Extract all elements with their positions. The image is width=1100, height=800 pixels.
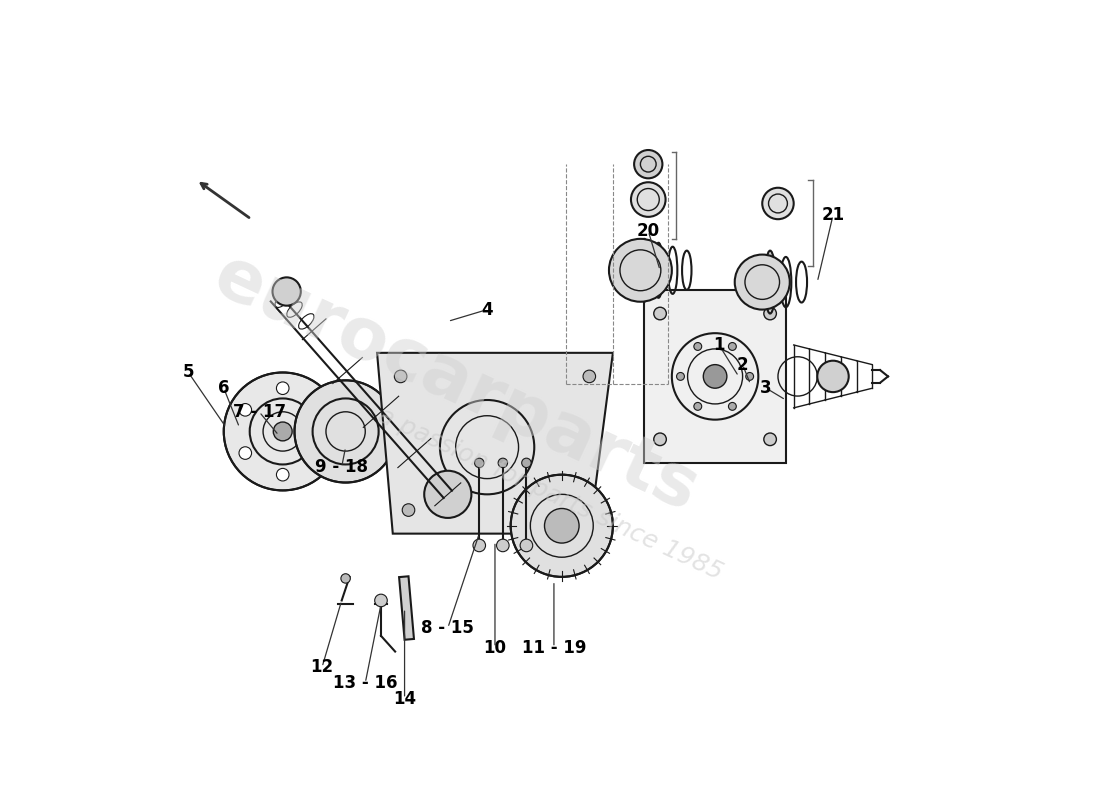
- Circle shape: [728, 342, 736, 350]
- Circle shape: [762, 188, 794, 219]
- Circle shape: [763, 433, 777, 446]
- FancyBboxPatch shape: [645, 290, 785, 463]
- Circle shape: [498, 458, 507, 468]
- Circle shape: [474, 458, 484, 468]
- Polygon shape: [377, 353, 613, 534]
- Circle shape: [394, 370, 407, 382]
- Circle shape: [273, 278, 300, 306]
- Text: 20: 20: [637, 222, 660, 240]
- Circle shape: [273, 422, 293, 441]
- Circle shape: [341, 574, 350, 583]
- Circle shape: [703, 365, 727, 388]
- Circle shape: [609, 239, 672, 302]
- Circle shape: [510, 474, 613, 577]
- Text: 9 - 18: 9 - 18: [316, 458, 369, 476]
- Text: 2: 2: [737, 356, 748, 374]
- Circle shape: [403, 504, 415, 516]
- Circle shape: [735, 254, 790, 310]
- Circle shape: [276, 468, 289, 481]
- Bar: [399, 576, 414, 640]
- Circle shape: [520, 539, 532, 552]
- Circle shape: [239, 403, 252, 416]
- Text: 11 - 19: 11 - 19: [521, 638, 586, 657]
- Text: a passion for parts since 1985: a passion for parts since 1985: [374, 404, 726, 585]
- Circle shape: [223, 373, 342, 490]
- Circle shape: [314, 403, 327, 416]
- Ellipse shape: [639, 239, 649, 302]
- Text: 3: 3: [760, 379, 772, 398]
- Circle shape: [295, 380, 397, 482]
- Text: 1: 1: [713, 336, 725, 354]
- Circle shape: [239, 446, 252, 459]
- Circle shape: [631, 182, 666, 217]
- Circle shape: [746, 373, 754, 380]
- Text: 6: 6: [218, 379, 230, 398]
- Circle shape: [817, 361, 849, 392]
- Text: 8 - 15: 8 - 15: [421, 619, 474, 637]
- Text: 13 - 16: 13 - 16: [333, 674, 397, 692]
- Circle shape: [473, 539, 485, 552]
- Circle shape: [276, 382, 289, 394]
- Circle shape: [634, 150, 662, 178]
- Circle shape: [314, 446, 327, 459]
- Circle shape: [521, 458, 531, 468]
- Text: 12: 12: [310, 658, 333, 676]
- Circle shape: [653, 307, 667, 320]
- Text: 7 - 17: 7 - 17: [232, 402, 286, 421]
- Circle shape: [728, 402, 736, 410]
- Text: 5: 5: [183, 363, 194, 382]
- Circle shape: [496, 539, 509, 552]
- Text: 14: 14: [393, 690, 416, 708]
- Text: eurocarparts: eurocarparts: [202, 242, 708, 527]
- Circle shape: [763, 307, 777, 320]
- Circle shape: [544, 509, 579, 543]
- Circle shape: [653, 433, 667, 446]
- Circle shape: [694, 342, 702, 350]
- Circle shape: [568, 504, 580, 516]
- Circle shape: [583, 370, 595, 382]
- Circle shape: [425, 470, 472, 518]
- Ellipse shape: [764, 250, 776, 314]
- Text: 4: 4: [482, 301, 493, 318]
- Circle shape: [676, 373, 684, 380]
- Text: 10: 10: [484, 638, 506, 657]
- Circle shape: [694, 402, 702, 410]
- Circle shape: [375, 594, 387, 606]
- Text: 21: 21: [822, 206, 845, 224]
